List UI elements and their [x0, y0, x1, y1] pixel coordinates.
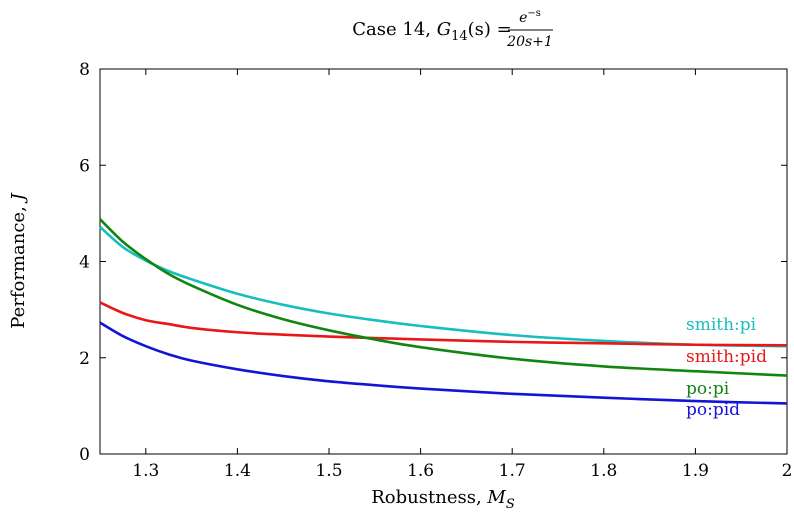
x-tick-label: 1.9: [682, 461, 709, 481]
svg-text:20s+1: 20s+1: [506, 34, 553, 50]
x-tick-label: 2: [782, 461, 793, 481]
x-tick-label: 1.4: [224, 461, 251, 481]
plot-area: [99, 68, 788, 455]
x-tick-label: 1.5: [315, 461, 342, 481]
series-label-po-pid: po:pid: [686, 400, 740, 420]
series-label-po-pi: po:pi: [686, 379, 730, 399]
x-tick-label: 1.7: [499, 461, 526, 481]
series-line-po-pi: [99, 218, 788, 377]
y-axis-label: Performance, J: [8, 191, 29, 328]
svg-text:e−s: e−s: [519, 8, 541, 26]
y-tick-label: 0: [79, 445, 90, 465]
x-tick-label: 1.3: [132, 461, 159, 481]
x-tick-label: 1.8: [590, 461, 617, 481]
x-axis-label: Robustness, MS: [371, 487, 515, 512]
series-layer: [99, 218, 788, 405]
x-tick-label: 1.6: [407, 461, 434, 481]
series-line-smith-pid: [99, 301, 788, 347]
axis-ticks: 1.3 1.4 1.5 1.6 1.7 1.8 1.9 2 0 2 4 6 8: [79, 60, 792, 481]
series-label-smith-pi: smith:pi: [686, 315, 757, 335]
y-tick-label: 4: [79, 253, 90, 273]
y-tick-label: 8: [79, 60, 90, 80]
y-tick-label: 6: [79, 156, 90, 176]
chart-title: Case 14, G14(s) =: [352, 19, 512, 44]
title-fraction: e−s 20s+1: [506, 8, 553, 50]
y-tick-label: 2: [79, 349, 90, 369]
series-label-smith-pid: smith:pid: [686, 347, 767, 367]
series-line-po-pid: [99, 321, 788, 405]
